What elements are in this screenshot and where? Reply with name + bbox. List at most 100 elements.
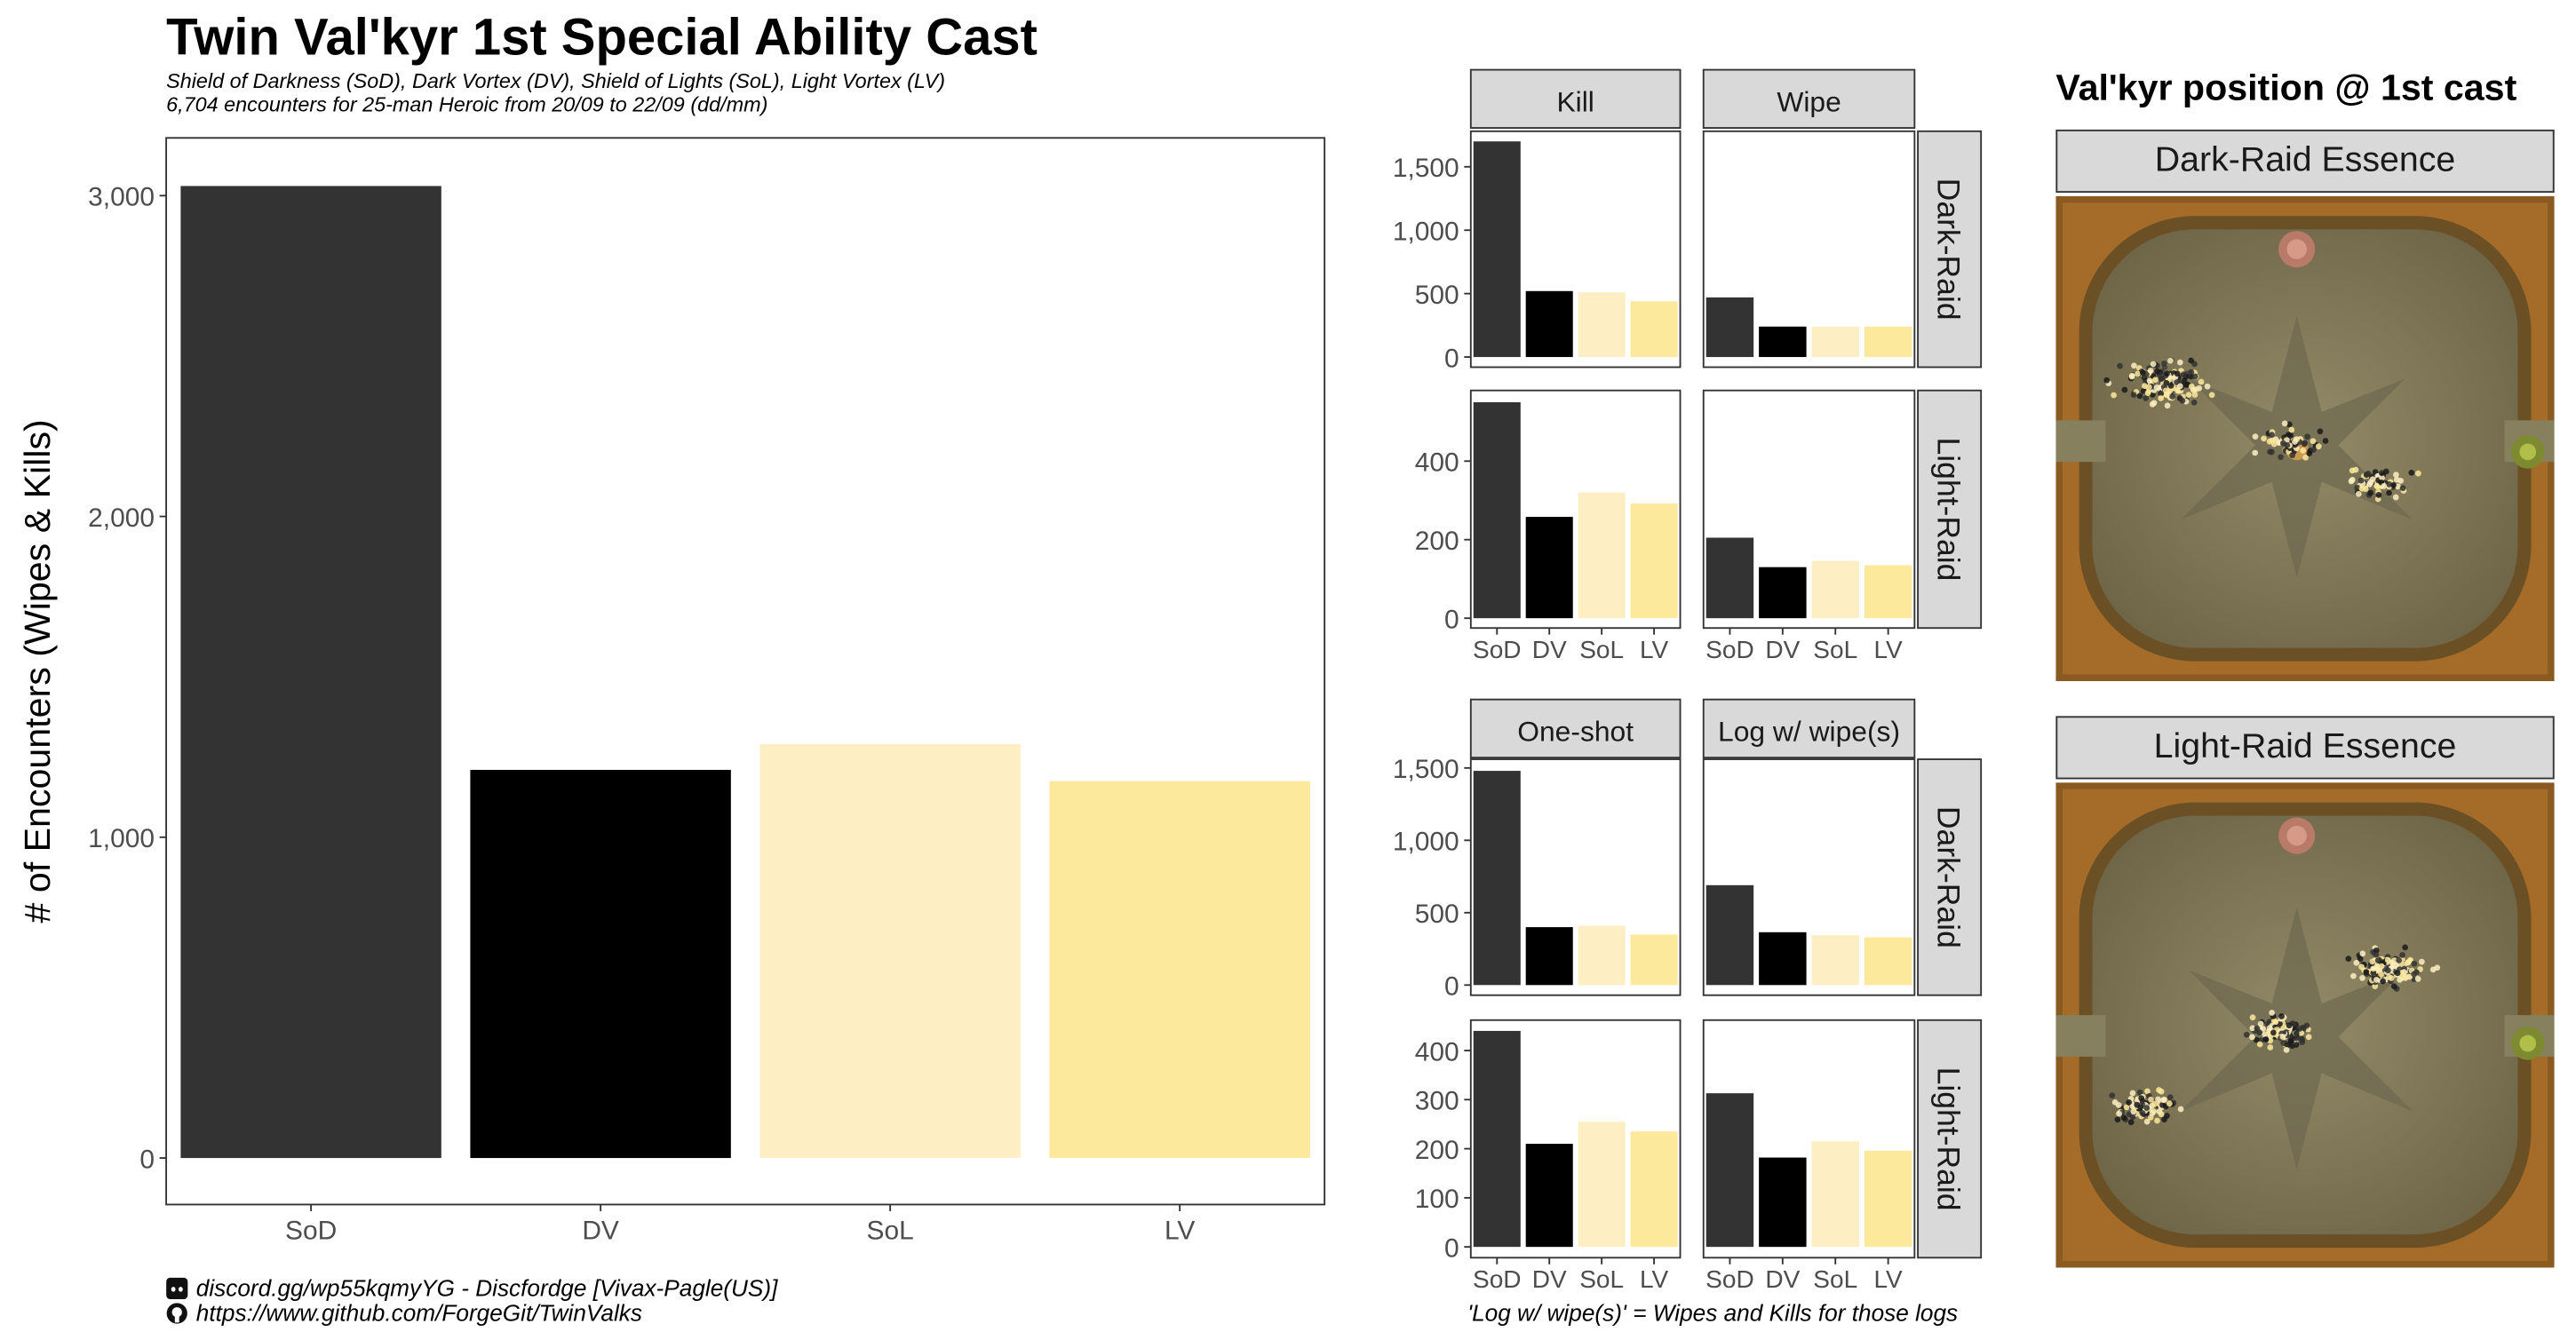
dark-dot: [2190, 399, 2198, 406]
light-dot: [2149, 1110, 2156, 1116]
light-dot: [2396, 956, 2402, 963]
dark-dot: [2322, 438, 2329, 444]
light-dot: [2413, 969, 2420, 976]
facet-row-label: Light-Raid: [1931, 437, 1967, 581]
dark-dot: [2267, 448, 2273, 456]
map-strip-dark: Dark-Raid Essence: [2055, 129, 2555, 194]
light-dot: [2270, 1029, 2277, 1036]
light-dot: [2358, 963, 2365, 971]
dark-dot: [2304, 433, 2310, 440]
dark-dot: [2188, 357, 2195, 364]
discord-icon: [166, 1277, 188, 1300]
facet-row-strip: [1917, 130, 1983, 369]
dark-dot: [2289, 452, 2296, 459]
dark-dot: [2144, 390, 2151, 397]
dark-dot: [2154, 368, 2160, 375]
light-dot: [2345, 955, 2352, 962]
light-dot: [2359, 974, 2365, 981]
light-dot: [2158, 1088, 2165, 1095]
light-dot: [2391, 957, 2398, 963]
facet-y-tick-label: 300: [1415, 1087, 1459, 1116]
facet-col-label: One-shot: [1517, 715, 1634, 747]
dark-dot: [2161, 363, 2168, 370]
dark-dot: [2252, 433, 2259, 440]
dark-dot: [2174, 379, 2180, 385]
light-dot: [2359, 950, 2366, 957]
dark-dot: [2390, 481, 2397, 488]
map-dark-raid-essence: [2055, 195, 2555, 682]
facet-x-tick-label: SoD: [1705, 636, 1754, 663]
facet-y-tick-label: 200: [1415, 527, 1459, 556]
facet-bar-charts: Kill Wipe 0 500 1,000 1,500 Dark-Raid SoD DV SoL L…: [1393, 68, 1983, 1293]
facet-col-label: Log w/ wipe(s): [1718, 715, 1900, 747]
light-dot: [2154, 1117, 2160, 1124]
light-dot: [2399, 952, 2405, 958]
light-dot: [2388, 975, 2395, 981]
dark-dot: [2204, 383, 2211, 390]
light-dot: [2283, 1046, 2290, 1053]
facet-y-tick-label: 0: [1444, 972, 1459, 1002]
dark-dot: [2121, 386, 2128, 393]
light-dot: [2266, 1025, 2273, 1032]
dark-dot: [2169, 393, 2175, 400]
facet-y-tick-label: 1,500: [1393, 154, 1459, 183]
light-dot: [2350, 972, 2357, 979]
light-dot: [2166, 1100, 2173, 1107]
facet-bar-sol: [1811, 935, 1859, 986]
dark-dot: [2386, 489, 2392, 496]
light-dot: [2374, 957, 2381, 963]
light-dot: [2272, 1019, 2279, 1026]
dark-dot: [2408, 469, 2415, 476]
light-dot: [2403, 973, 2409, 980]
dark-dot: [2151, 400, 2158, 407]
dark-dot: [2163, 392, 2170, 399]
facet-caption: 'Log w/ wipe(s)' = Wipes and Kills for t…: [1467, 1299, 1959, 1327]
x-tick-label-dv: DV: [582, 1217, 619, 1246]
dark-dot: [2143, 395, 2150, 401]
light-dot: [2299, 1036, 2306, 1043]
facet-bar-sol: [1811, 326, 1859, 358]
facet-bar-sol: [1811, 1141, 1859, 1248]
facet-y-tick-label: 1,500: [1393, 755, 1459, 784]
facet-x-tick-label: LV: [1874, 1265, 1904, 1293]
dark-dot: [2146, 384, 2152, 391]
light-dot: [2406, 958, 2413, 964]
dark-dot: [2158, 395, 2165, 401]
dark-dot: [2185, 392, 2192, 399]
dark-dot: [2269, 432, 2275, 438]
light-dot: [2257, 1020, 2264, 1027]
dark-dot: [2415, 470, 2421, 477]
facet-bar-sod: [1473, 771, 1521, 986]
facet-x-tick-label: DV: [1532, 636, 1567, 663]
dark-dot: [2158, 391, 2165, 397]
map-strip-light-label: Light-Raid Essence: [2153, 727, 2457, 766]
light-dot: [2293, 1042, 2300, 1048]
facet-bar-lv: [1630, 301, 1678, 358]
facet-bar-lv: [1864, 1150, 1912, 1248]
light-dot: [2167, 1094, 2174, 1101]
light-dot: [2120, 1114, 2127, 1122]
light-dot: [2369, 958, 2376, 965]
light-dot: [2151, 1100, 2158, 1107]
light-dot: [2397, 977, 2403, 983]
dark-dot: [2375, 491, 2382, 498]
dark-dot: [2208, 392, 2215, 399]
light-dot: [2249, 1014, 2256, 1021]
facet-x-tick-label: DV: [1765, 636, 1800, 663]
facet-y-tick-label: 0: [1444, 344, 1459, 373]
dark-dot: [2150, 361, 2157, 368]
light-dot: [2160, 1097, 2167, 1104]
facet-bar-lv: [1864, 565, 1912, 619]
bar-dv: [470, 769, 731, 1159]
light-dot: [2155, 1096, 2161, 1103]
dark-dot: [2365, 471, 2372, 477]
facet-bar-sol: [1578, 925, 1626, 986]
map-light-raid-essence: [2055, 782, 2555, 1268]
light-dot: [2390, 983, 2397, 990]
dark-dot: [2167, 357, 2174, 364]
dark-dot: [2373, 482, 2380, 489]
dark-dot: [2179, 397, 2186, 404]
light-dot: [2353, 959, 2360, 966]
facet-bar-dv: [1759, 932, 1807, 986]
facet-bar-dv: [1759, 1157, 1807, 1248]
